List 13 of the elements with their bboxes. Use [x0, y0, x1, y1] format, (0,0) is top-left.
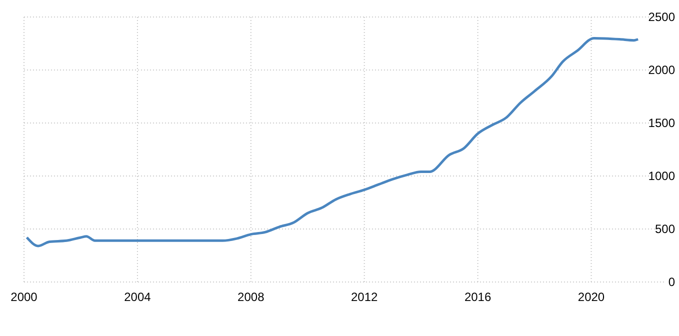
x-tick-label: 2000	[10, 290, 38, 304]
x-tick-label: 2020	[578, 290, 605, 304]
y-tick-label: 500	[654, 222, 676, 236]
x-tick-label: 2012	[351, 290, 378, 304]
line-series	[26, 36, 640, 248]
x-tick-label: 2016	[464, 290, 492, 304]
y-tick-label: 2500	[648, 10, 676, 24]
y-tick-label: 0	[668, 275, 676, 289]
y-tick-label: 1000	[648, 169, 676, 183]
y-tick-label: 1500	[648, 116, 676, 130]
x-tick-label: 2008	[238, 290, 265, 304]
x-tick-label: 2004	[124, 290, 152, 304]
y-tick-label: 2000	[648, 63, 676, 77]
